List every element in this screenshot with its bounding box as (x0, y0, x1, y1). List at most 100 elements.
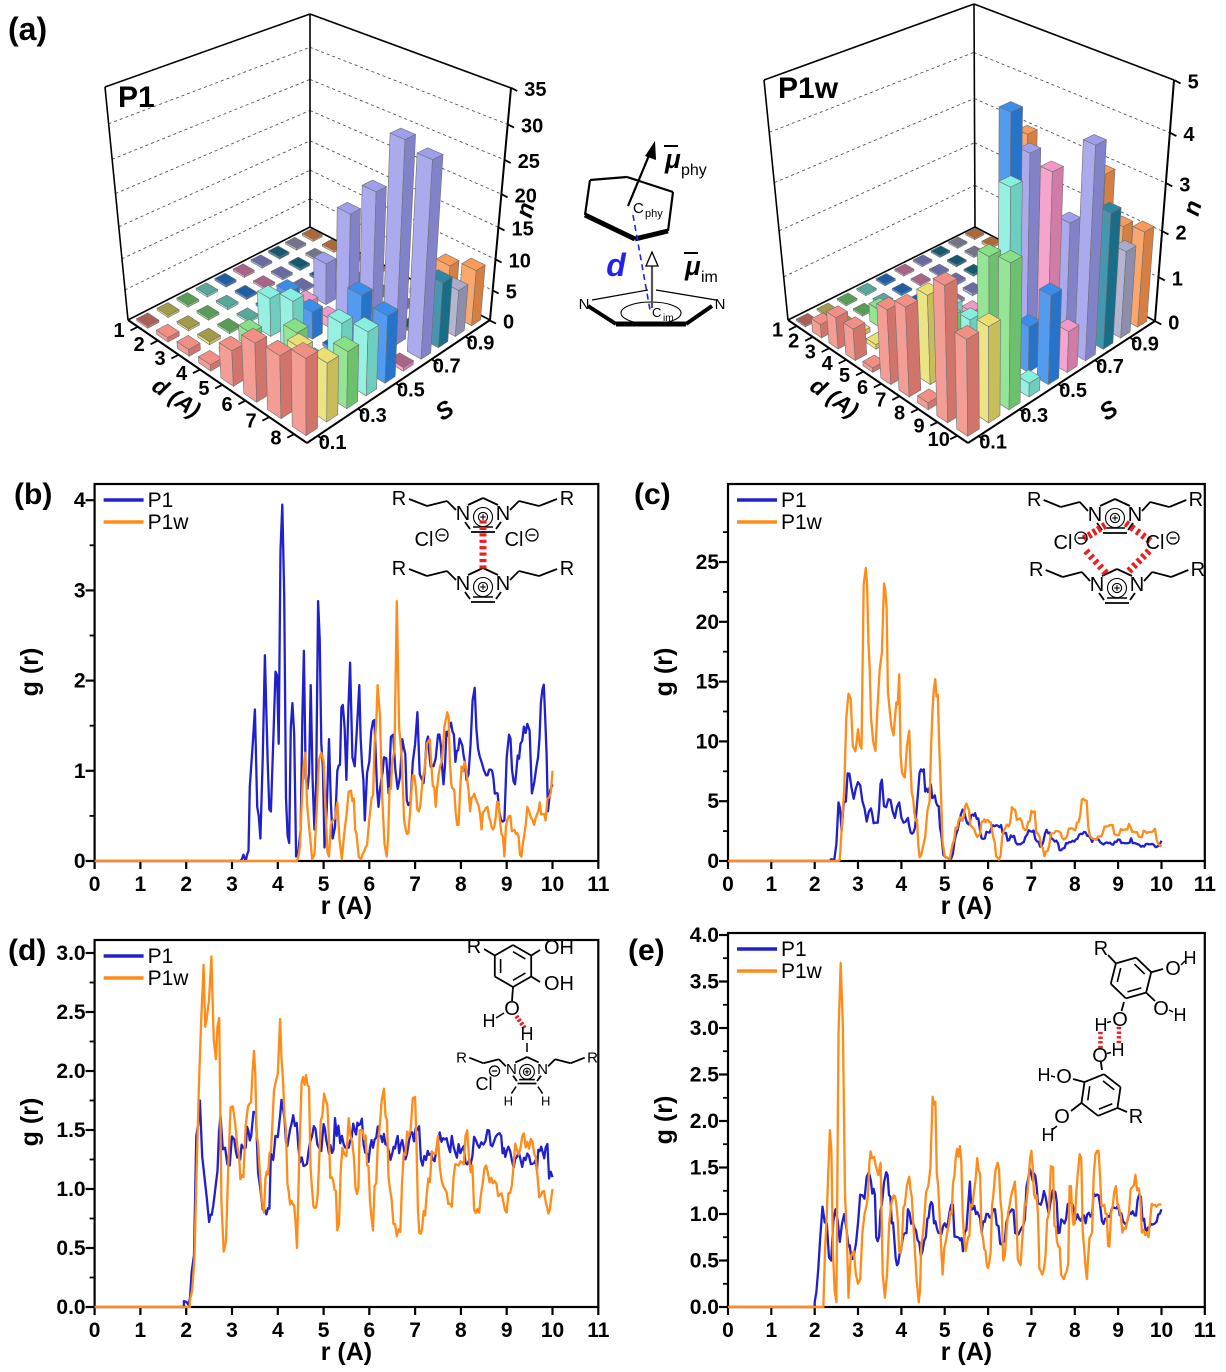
svg-text:8: 8 (455, 1319, 467, 1342)
svg-text:(d): (d) (8, 934, 46, 967)
svg-text:5: 5 (939, 1319, 951, 1342)
svg-text:r (A): r (A) (321, 1338, 372, 1366)
svg-text:1: 1 (135, 1319, 147, 1342)
svg-text:0.5: 0.5 (397, 379, 425, 401)
svg-text:7: 7 (409, 873, 421, 896)
svg-text:H: H (521, 1024, 534, 1044)
svg-text:im: im (701, 269, 718, 286)
svg-text:2.0: 2.0 (56, 1060, 85, 1083)
svg-text:H: H (1038, 1065, 1051, 1085)
svg-text:R: R (1027, 489, 1041, 511)
svg-text:10: 10 (541, 1319, 564, 1342)
svg-text:phy: phy (645, 208, 663, 220)
svg-text:0.9: 0.9 (1131, 334, 1159, 356)
svg-text:25: 25 (518, 151, 540, 173)
svg-text:n: n (511, 199, 541, 220)
svg-text:5: 5 (506, 282, 517, 304)
svg-text:5: 5 (198, 378, 209, 400)
svg-text:OH: OH (544, 973, 574, 995)
svg-text:r (A): r (A) (941, 892, 992, 920)
svg-text:Cl: Cl (505, 529, 524, 551)
svg-text:9: 9 (913, 415, 924, 437)
svg-text:n: n (1178, 197, 1208, 218)
svg-text:P1: P1 (781, 489, 807, 512)
svg-text:11: 11 (587, 873, 610, 896)
svg-text:N: N (496, 573, 510, 595)
svg-text:Cl: Cl (476, 1074, 493, 1094)
svg-text:0.5: 0.5 (56, 1237, 86, 1260)
svg-text:N: N (506, 1061, 517, 1078)
svg-text:6: 6 (221, 394, 232, 416)
svg-text:P1w: P1w (781, 511, 823, 534)
svg-text:9: 9 (1112, 1319, 1124, 1342)
svg-text:im: im (663, 313, 674, 324)
svg-text:1.0: 1.0 (56, 1178, 85, 1201)
svg-text:7: 7 (1026, 873, 1038, 896)
svg-text:0.0: 0.0 (56, 1296, 85, 1319)
svg-text:2.5: 2.5 (56, 1001, 86, 1024)
svg-text:0.1: 0.1 (979, 432, 1007, 454)
svg-text:0: 0 (707, 850, 719, 873)
svg-text:N: N (1090, 574, 1104, 596)
svg-text:1.5: 1.5 (690, 1157, 720, 1180)
svg-text:C: C (652, 305, 661, 320)
svg-text:3.0: 3.0 (56, 942, 85, 965)
svg-text:3: 3 (805, 342, 816, 364)
svg-text:20: 20 (696, 611, 719, 634)
svg-text:μ: μ (664, 144, 681, 174)
svg-text:8: 8 (1069, 1319, 1081, 1342)
svg-text:3: 3 (852, 1319, 864, 1342)
svg-text:g (r): g (r) (650, 1096, 678, 1145)
svg-text:9: 9 (501, 873, 513, 896)
svg-text:H: H (1042, 1125, 1055, 1145)
svg-text:15: 15 (512, 218, 534, 240)
svg-text:10: 10 (1150, 1319, 1173, 1342)
svg-text:8: 8 (270, 427, 281, 449)
svg-text:8: 8 (894, 402, 905, 424)
svg-text:0.3: 0.3 (359, 405, 387, 427)
svg-text:10: 10 (509, 251, 531, 273)
svg-text:1: 1 (765, 1319, 777, 1342)
svg-text:4: 4 (74, 489, 86, 512)
svg-text:O: O (1153, 998, 1169, 1020)
svg-text:2: 2 (74, 670, 86, 693)
svg-text:N: N (1128, 504, 1142, 526)
svg-text:H: H (1112, 1040, 1125, 1060)
svg-text:N: N (579, 296, 590, 313)
svg-text:5: 5 (707, 790, 719, 813)
svg-text:g (r): g (r) (16, 648, 44, 697)
svg-text:H: H (1174, 1005, 1187, 1025)
svg-text:6: 6 (982, 873, 994, 896)
svg-text:6: 6 (363, 1319, 375, 1342)
svg-text:g (r): g (r) (650, 648, 678, 697)
svg-text:2.0: 2.0 (690, 1110, 719, 1133)
svg-text:11: 11 (587, 1319, 610, 1342)
svg-text:3: 3 (226, 1319, 238, 1342)
svg-text:H: H (1095, 1015, 1108, 1035)
svg-text:7: 7 (875, 390, 886, 412)
svg-text:2: 2 (809, 873, 821, 896)
svg-text:O: O (504, 998, 520, 1020)
svg-text:(b): (b) (14, 478, 52, 511)
svg-text:N: N (715, 296, 726, 313)
svg-text:R: R (560, 488, 574, 510)
svg-text:Cl: Cl (1146, 532, 1165, 554)
svg-text:10: 10 (928, 429, 950, 451)
svg-text:r (A): r (A) (941, 1338, 992, 1366)
svg-text:6: 6 (363, 873, 375, 896)
svg-text:2: 2 (809, 1319, 821, 1342)
svg-text:OH: OH (544, 937, 574, 959)
svg-text:P1: P1 (148, 489, 174, 512)
svg-text:11: 11 (1194, 873, 1217, 896)
svg-text:2: 2 (788, 331, 799, 353)
svg-text:μ: μ (684, 251, 701, 281)
svg-text:5: 5 (318, 873, 330, 896)
svg-text:7: 7 (245, 410, 256, 432)
svg-text:R: R (1191, 559, 1205, 581)
svg-text:4: 4 (896, 1319, 908, 1342)
svg-text:2: 2 (134, 334, 145, 356)
svg-text:0: 0 (89, 1319, 101, 1342)
svg-text:d: d (606, 247, 627, 283)
svg-text:P1w: P1w (781, 960, 823, 983)
svg-text:4: 4 (822, 353, 834, 375)
